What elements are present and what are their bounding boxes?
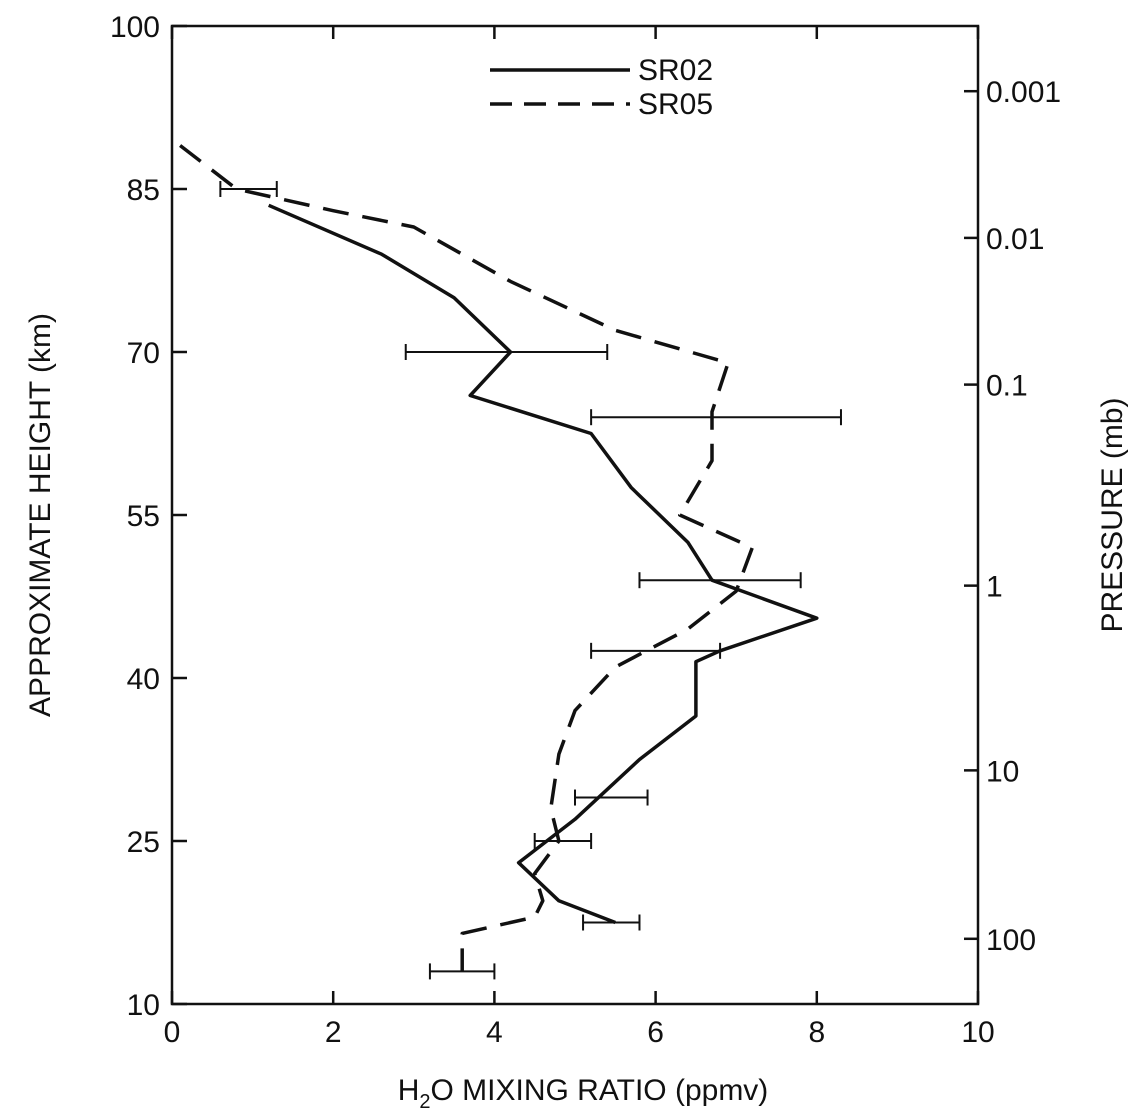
series-layer	[179, 144, 819, 972]
x-tick-label: 8	[808, 1016, 825, 1049]
error-bar	[574, 789, 649, 806]
y2-tick-label: 0.1	[986, 370, 1028, 403]
error-bars	[219, 181, 842, 980]
y-tick-label: 55	[127, 500, 160, 533]
y-tick-label: 100	[110, 11, 160, 44]
error-bar	[590, 642, 722, 659]
error-bar	[582, 914, 641, 931]
y2-tick-label: 10	[986, 755, 1019, 788]
x-tick-label: 6	[647, 1016, 664, 1049]
error-bar	[219, 181, 278, 197]
series-line-sr05	[179, 144, 755, 972]
y-tick-label: 70	[127, 337, 160, 370]
x-tick-label: 4	[486, 1016, 503, 1049]
axis-ticks: 0 2 4 6 8 10 10 25 40 55 70 85 100 0.001 0.01 0.1 1 10 100	[110, 11, 1061, 1049]
x-axis-label: H2O MIXING RATIO (ppmv)	[398, 1074, 769, 1113]
error-bar	[638, 572, 802, 589]
legend-label-sr05: SR05	[638, 88, 713, 121]
x-tick-label: 10	[961, 1016, 994, 1049]
error-bar	[590, 409, 842, 426]
x-tick-label: 0	[164, 1016, 181, 1049]
error-bar	[428, 963, 496, 980]
y2-tick-label: 100	[986, 924, 1036, 957]
y2-tick-label: 1	[986, 571, 1003, 604]
y-axis-label: APPROXIMATE HEIGHT (km)	[24, 313, 57, 717]
y2-tick-label: 0.001	[986, 76, 1061, 109]
error-bar	[404, 344, 609, 360]
x-tick-label: 2	[325, 1016, 342, 1049]
y2-axis-label: PRESSURE (mb)	[1096, 397, 1129, 632]
legend-label-sr02: SR02	[638, 54, 713, 87]
series-line-sr02	[268, 203, 819, 925]
y-tick-label: 40	[127, 663, 160, 696]
legend: SR02 SR05	[490, 54, 713, 121]
y-tick-label: 10	[127, 989, 160, 1022]
plot-frame	[170, 24, 980, 1006]
error-bar	[533, 833, 593, 849]
y2-tick-label: 0.01	[986, 223, 1044, 256]
y-tick-label: 85	[127, 174, 160, 207]
y-tick-label: 25	[127, 826, 160, 859]
